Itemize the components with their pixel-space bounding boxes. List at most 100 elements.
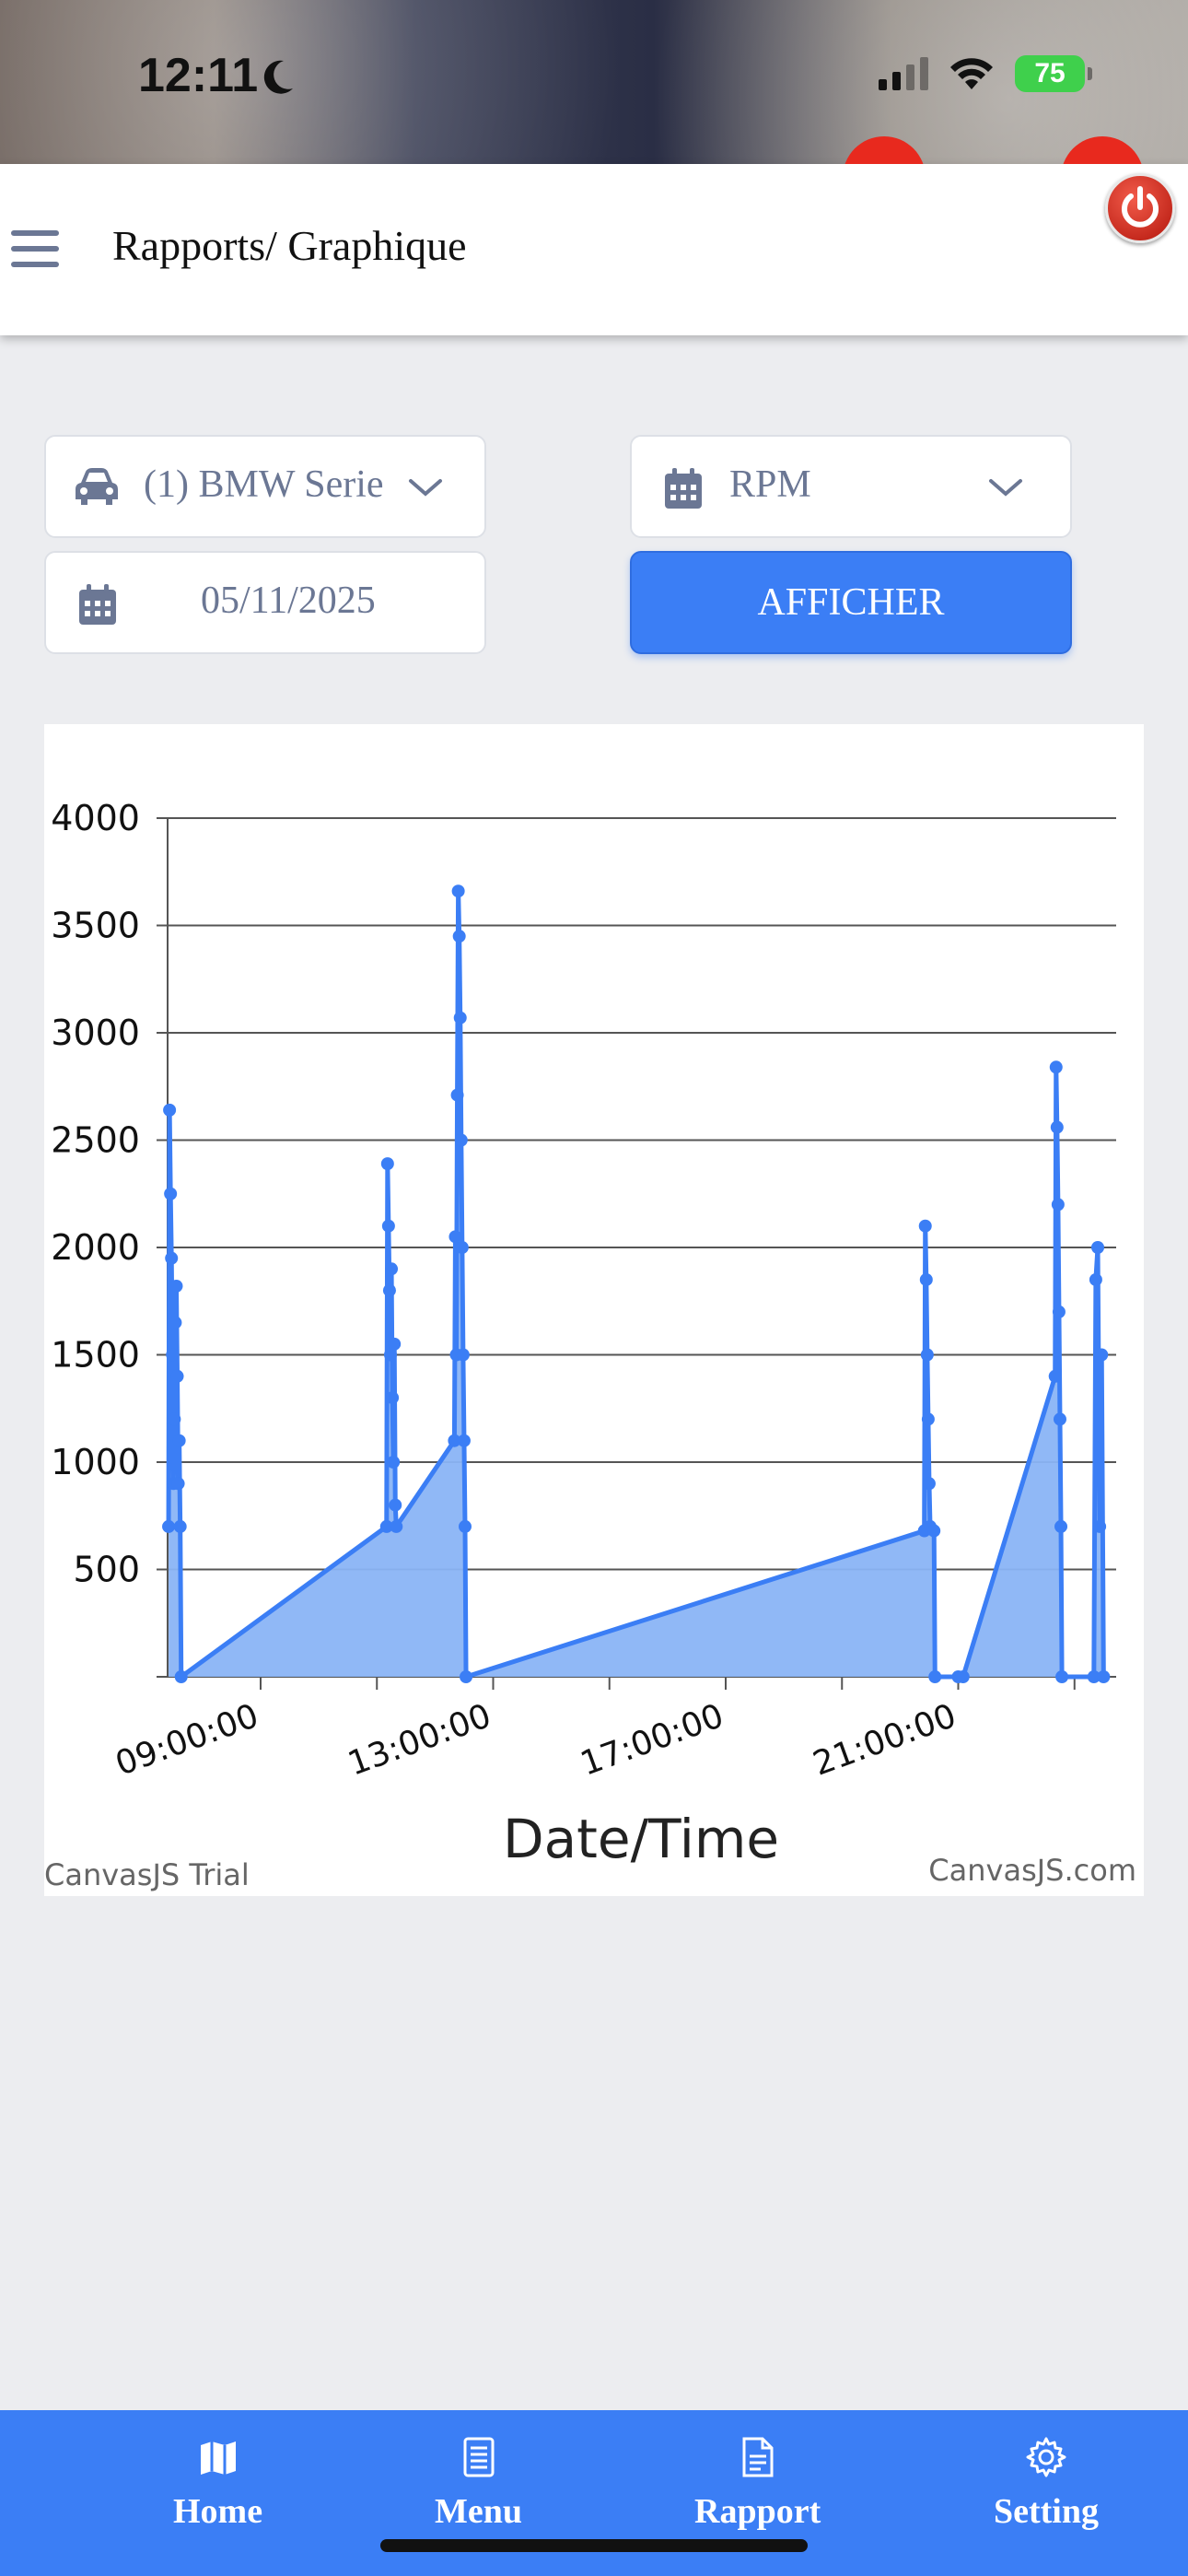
red-indicator <box>1061 136 1144 164</box>
date-field[interactable]: 05/11/2025 <box>44 551 486 654</box>
data-point <box>173 1519 187 1533</box>
x-tick-label: 09:00:00 <box>111 1697 263 1784</box>
data-point <box>921 1412 935 1426</box>
list-icon <box>463 2437 494 2477</box>
vehicle-select[interactable]: (1) BMW Serie <box>44 435 486 538</box>
data-point <box>451 884 465 898</box>
data-point <box>164 1187 178 1200</box>
y-tick-label: 1000 <box>51 1442 140 1482</box>
watermark-right: CanvasJS.com <box>928 1853 1136 1888</box>
car-icon <box>76 468 118 505</box>
data-point <box>1091 1241 1105 1254</box>
y-tick-label: 4000 <box>51 798 140 838</box>
data-point <box>174 1670 188 1683</box>
data-point <box>922 1477 936 1491</box>
home-indicator <box>380 2539 808 2552</box>
moon-icon <box>263 60 293 94</box>
nav-menu[interactable]: Menu <box>435 2436 522 2532</box>
y-tick-label: 3500 <box>51 906 140 946</box>
nav-setting-label: Setting <box>994 2492 1099 2531</box>
y-tick-label: 2000 <box>51 1227 140 1268</box>
status-icons: 75 <box>879 55 1092 92</box>
data-point <box>1095 1348 1109 1362</box>
data-point <box>382 1283 396 1297</box>
data-point <box>919 1272 933 1286</box>
data-point <box>171 1477 185 1491</box>
data-point <box>1054 1519 1068 1533</box>
data-point <box>918 1219 932 1233</box>
gear-icon <box>1026 2437 1066 2477</box>
data-point <box>169 1279 183 1293</box>
data-point <box>380 1157 394 1171</box>
data-point <box>168 1412 181 1426</box>
nav-menu-label: Menu <box>435 2492 522 2531</box>
wifi-icon <box>950 58 993 89</box>
data-point <box>387 1456 401 1469</box>
hamburger-menu-icon[interactable] <box>11 230 59 267</box>
battery-icon: 75 <box>1015 55 1092 92</box>
data-point <box>389 1498 402 1512</box>
data-point <box>1093 1519 1107 1533</box>
data-point <box>452 930 466 943</box>
data-point <box>1052 1305 1066 1318</box>
status-time: 12:11 <box>138 49 259 102</box>
data-point <box>169 1316 182 1329</box>
data-point <box>388 1337 402 1351</box>
y-tick-label: 500 <box>73 1550 140 1590</box>
data-point <box>928 1670 942 1683</box>
data-point <box>390 1519 403 1533</box>
data-point <box>172 1434 186 1447</box>
data-point <box>1055 1670 1069 1683</box>
data-point <box>386 1391 400 1405</box>
app-header: Rapports/ Graphique <box>0 164 1188 335</box>
data-point <box>1053 1412 1066 1426</box>
y-tick-label: 3000 <box>51 1013 140 1053</box>
report-icon <box>742 2437 774 2477</box>
data-point <box>920 1348 934 1362</box>
date-field-value: 05/11/2025 <box>201 580 376 622</box>
nav-home[interactable]: Home <box>173 2436 262 2532</box>
data-point <box>1050 1120 1064 1134</box>
data-point <box>381 1219 395 1233</box>
nav-rapport-label: Rapport <box>694 2492 821 2531</box>
afficher-button[interactable]: AFFICHER <box>630 551 1072 654</box>
data-point <box>170 1369 184 1383</box>
data-point <box>450 1088 464 1102</box>
chart-canvas: 4000 3500 3000 2500 2000 1500 1000 500 09:00:00 1… <box>44 798 1136 1892</box>
nav-setting[interactable]: Setting <box>994 2436 1099 2532</box>
status-bar <box>0 0 1188 164</box>
data-point <box>956 1670 970 1683</box>
y-tick-label: 1500 <box>51 1335 140 1376</box>
data-point <box>1049 1060 1063 1074</box>
data-point <box>1097 1670 1111 1683</box>
data-point <box>385 1262 399 1276</box>
data-point <box>448 1434 461 1447</box>
data-point <box>448 1230 462 1244</box>
rpm-chart: 4000 3500 3000 2500 2000 1500 1000 500 09:00:00 1… <box>44 724 1144 1896</box>
data-point <box>457 1434 471 1447</box>
chevron-down-icon <box>409 479 442 497</box>
calendar-icon <box>79 584 116 625</box>
data-point <box>927 1524 941 1538</box>
metric-select[interactable]: RPM <box>630 435 1072 538</box>
page-title: Rapports/ Graphique <box>112 222 467 269</box>
x-axis-title: Date/Time <box>503 1808 779 1870</box>
data-point <box>1051 1198 1065 1212</box>
data-point <box>166 1348 180 1362</box>
map-icon <box>200 2441 236 2475</box>
power-icon <box>1122 186 1159 228</box>
data-point <box>162 1519 176 1533</box>
metric-select-value: RPM <box>729 463 811 506</box>
data-point <box>383 1348 397 1362</box>
power-button[interactable] <box>1105 173 1175 243</box>
x-tick-label: 17:00:00 <box>576 1697 728 1784</box>
calendar-icon <box>665 468 702 509</box>
series-area <box>169 891 1104 1677</box>
data-point <box>455 1241 469 1254</box>
battery-level: 75 <box>1034 58 1066 88</box>
nav-rapport[interactable]: Rapport <box>694 2436 821 2532</box>
chevron-down-icon <box>989 479 1022 497</box>
data-point <box>163 1103 177 1117</box>
data-point <box>460 1670 473 1683</box>
nav-home-label: Home <box>173 2492 263 2531</box>
